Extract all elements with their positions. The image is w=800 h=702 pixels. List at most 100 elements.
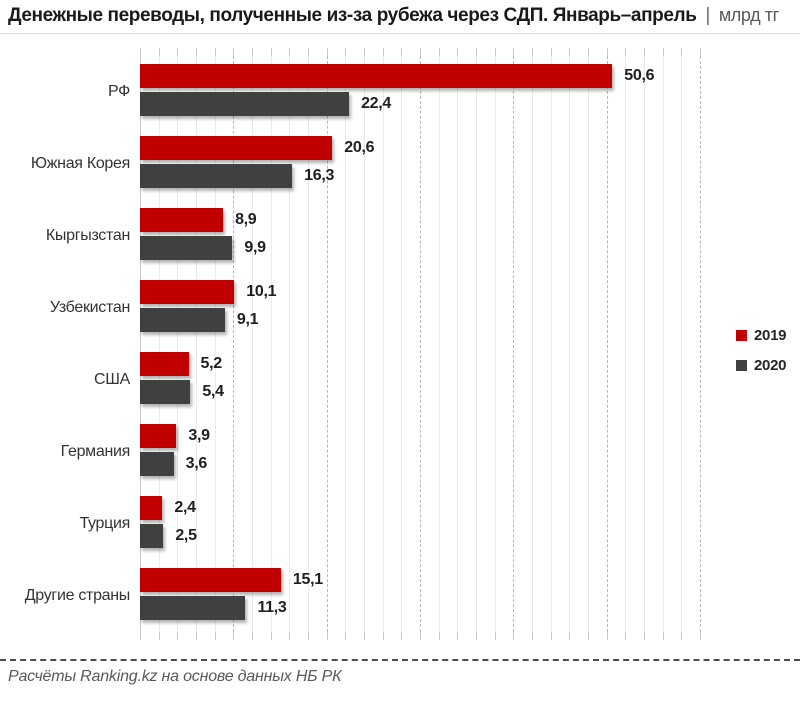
- axis-tick: [606, 48, 608, 56]
- axis-tick: [214, 48, 216, 56]
- bar-group: 5,2 5,4: [140, 344, 700, 416]
- axis-tick: [140, 632, 141, 640]
- header-divider-line: [0, 33, 800, 34]
- axis-tick: [457, 48, 459, 56]
- source-note: Расчёты Ranking.kz на основе данных НБ Р…: [8, 668, 342, 685]
- grid-line-minor: [569, 56, 571, 632]
- bar-2020: [140, 236, 233, 260]
- axis-tick: [644, 48, 645, 56]
- category-label: Узбекистан: [49, 299, 130, 316]
- category-label: Кыргызстан: [45, 227, 130, 244]
- plot-area: 50,6 22,4 20,6 16,3 8,9 9,9 10,1 9,1 5,2 5,4 3,9 3,…: [140, 56, 701, 632]
- value-label-2019: 10,1: [246, 283, 277, 300]
- bar-group: 8,9 9,9: [140, 200, 700, 272]
- bar-2019: [140, 352, 189, 376]
- grid-line-minor: [438, 56, 440, 632]
- axis-tick: [233, 632, 235, 640]
- bar-2019: [140, 496, 163, 520]
- chart-title: Денежные переводы, полученные из-за рубе…: [8, 5, 779, 27]
- axis-tick: [233, 48, 235, 56]
- value-label-2019: 3,9: [188, 427, 210, 444]
- grid-line-minor: [289, 56, 291, 632]
- grid-line-minor: [308, 56, 309, 632]
- axis-tick: [513, 632, 515, 640]
- grid-line-minor: [588, 56, 589, 632]
- axis-tick: [270, 632, 272, 640]
- value-label-2019: 50,6: [624, 67, 655, 84]
- axis-tick: [420, 632, 421, 640]
- grid-line-minor: [382, 56, 384, 632]
- axis-tick: [625, 48, 627, 56]
- axis-tick: [177, 48, 179, 56]
- category-label: Турция: [79, 515, 130, 532]
- category-label: США: [94, 371, 130, 388]
- axis-tick: [326, 632, 328, 640]
- axis-tick: [700, 632, 701, 640]
- bar-2020: [140, 164, 293, 188]
- axis-tick: [569, 632, 571, 640]
- grid-line-minor: [494, 56, 496, 632]
- axis-tick: [345, 48, 347, 56]
- axis-tick: [177, 632, 179, 640]
- value-label-2020: 9,9: [244, 239, 266, 256]
- axis-tick: [513, 48, 515, 56]
- axis-tick: [532, 48, 533, 56]
- grid-line-minor: [625, 56, 627, 632]
- grid-line-minor: [270, 56, 272, 632]
- axis-tick: [588, 632, 589, 640]
- legend-item-2020: 2020: [736, 357, 786, 374]
- axis-tick: [644, 632, 645, 640]
- axis-tick: [494, 632, 496, 640]
- axis-tick: [252, 632, 253, 640]
- grid-line-minor: [532, 56, 533, 632]
- grid-line-minor: [214, 56, 216, 632]
- legend-swatch-2019: [736, 330, 747, 341]
- value-label-2019: 2,4: [174, 499, 196, 516]
- grid-line-minor: [681, 56, 683, 632]
- category-label: Южная Корея: [30, 155, 130, 172]
- legend: 2019 2020: [736, 327, 786, 387]
- category-label: РФ: [107, 83, 130, 100]
- axis-tick: [140, 48, 141, 56]
- value-label-2019: 5,2: [200, 355, 223, 372]
- axis-tick: [382, 632, 384, 640]
- bar-group: 50,6 22,4: [140, 56, 700, 128]
- value-label-2019: 15,1: [292, 571, 323, 588]
- bar-2019: [140, 280, 235, 304]
- chart-unit-label: млрд тг: [718, 5, 779, 25]
- grid-line-major: [513, 56, 515, 632]
- value-label-2020: 9,1: [236, 311, 259, 328]
- grid-line-minor: [158, 56, 160, 632]
- x-axis-ticks-bottom: [140, 632, 701, 640]
- category-label: Германия: [60, 443, 131, 460]
- axis-tick: [401, 48, 403, 56]
- grid-line-minor: [457, 56, 459, 632]
- axis-tick: [289, 632, 291, 640]
- value-label-2020: 3,6: [185, 455, 208, 472]
- axis-tick: [382, 48, 384, 56]
- grid-line-minor: [252, 56, 253, 632]
- axis-tick: [457, 632, 459, 640]
- bar-2019: [140, 424, 177, 448]
- bar-2020: [140, 452, 174, 476]
- axis-tick: [345, 632, 347, 640]
- grid-line-minor: [345, 56, 347, 632]
- axis-tick: [476, 48, 477, 56]
- grid-line-major: [700, 56, 701, 632]
- chart-title-text: Денежные переводы, полученные из-за рубе…: [8, 5, 697, 26]
- axis-tick: [550, 48, 552, 56]
- bar-2019: [140, 208, 224, 232]
- axis-tick: [196, 48, 197, 56]
- grid-line-minor: [550, 56, 552, 632]
- axis-tick: [270, 48, 272, 56]
- grid-line-major: [326, 56, 328, 632]
- axis-tick: [420, 48, 421, 56]
- axis-tick: [364, 48, 365, 56]
- grid-line-minor: [476, 56, 477, 632]
- axis-tick: [588, 48, 589, 56]
- bar-group: 20,6 16,3: [140, 128, 700, 200]
- axis-tick: [681, 48, 683, 56]
- bar-group: 3,9 3,6: [140, 416, 700, 488]
- value-label-2020: 11,3: [257, 599, 287, 616]
- value-label-2019: 20,6: [344, 139, 375, 156]
